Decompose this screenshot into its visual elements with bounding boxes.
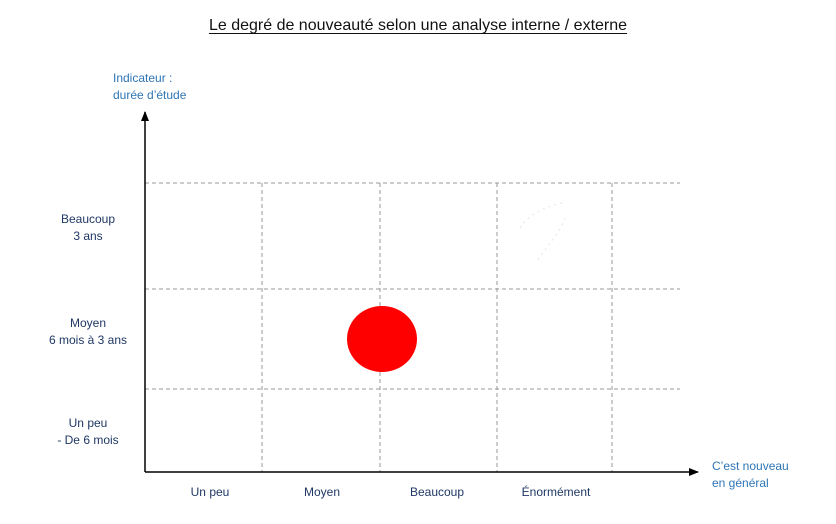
row-label-moyen: Moyen 6 mois à 3 ans bbox=[28, 315, 148, 349]
col-label-enormement: Énormément bbox=[521, 485, 591, 499]
y-axis-label: Indicateur : durée d’étude bbox=[113, 70, 186, 104]
row-label-un-peu: Un peu - De 6 mois bbox=[28, 415, 148, 449]
col-label-beaucoup: Beaucoup bbox=[409, 485, 465, 499]
row-label-line2: - De 6 mois bbox=[57, 433, 119, 447]
x-axis-label: C’est nouveau en général bbox=[712, 458, 789, 492]
col-label-un-peu: Un peu bbox=[190, 485, 230, 499]
y-axis-label-line2: durée d’étude bbox=[113, 88, 187, 102]
faint-sketch-mark bbox=[519, 202, 566, 263]
row-label-line2: 6 mois à 3 ans bbox=[48, 333, 128, 347]
row-label-line1: Beaucoup bbox=[60, 212, 116, 226]
row-label-beaucoup: Beaucoup 3 ans bbox=[28, 211, 148, 245]
row-label-line1: Moyen bbox=[69, 316, 107, 330]
row-label-line1: Un peu bbox=[68, 416, 108, 430]
row-label-line2: 3 ans bbox=[73, 229, 103, 243]
y-axis-label-line1: Indicateur : bbox=[113, 71, 173, 85]
grid-lines bbox=[145, 182, 680, 472]
x-axis-label-line2: en général bbox=[712, 476, 769, 490]
x-axis-label-line1: C’est nouveau bbox=[712, 459, 789, 473]
col-label-moyen: Moyen bbox=[303, 485, 341, 499]
chart-title: Le degré de nouveauté selon une analyse … bbox=[208, 17, 628, 34]
position-marker bbox=[347, 306, 417, 372]
